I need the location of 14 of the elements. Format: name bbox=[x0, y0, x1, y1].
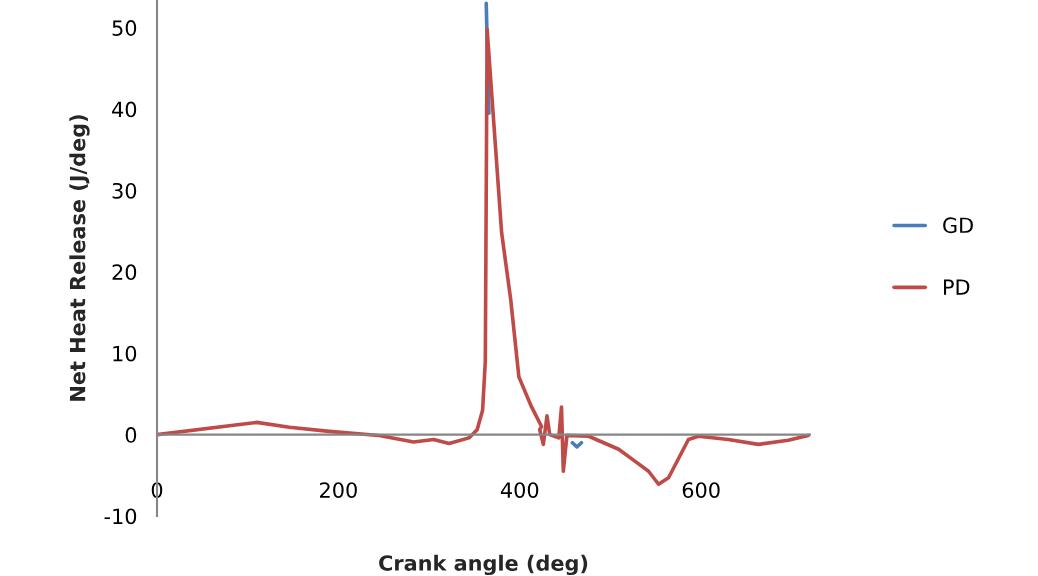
y-tick-label: 20 bbox=[112, 264, 137, 281]
y-tick-label: -10 bbox=[104, 508, 137, 525]
x-tick-label: 400 bbox=[500, 482, 539, 498]
y-axis-title: Net Heat Release (J/deg) bbox=[69, 115, 90, 401]
x-tick-label: 200 bbox=[320, 482, 357, 498]
x-tick-label: 600 bbox=[682, 482, 720, 498]
x-axis-title: Crank angle (deg) bbox=[379, 554, 588, 576]
y-tick-label: 30 bbox=[112, 182, 137, 199]
y-tick-label: 0 bbox=[125, 427, 137, 443]
legend-label: GD bbox=[943, 217, 973, 234]
y-tick-label: 40 bbox=[112, 101, 137, 118]
y-tick-label: 10 bbox=[113, 345, 137, 362]
legend-label: PD bbox=[944, 279, 970, 295]
y-tick-label: 50 bbox=[112, 20, 137, 36]
